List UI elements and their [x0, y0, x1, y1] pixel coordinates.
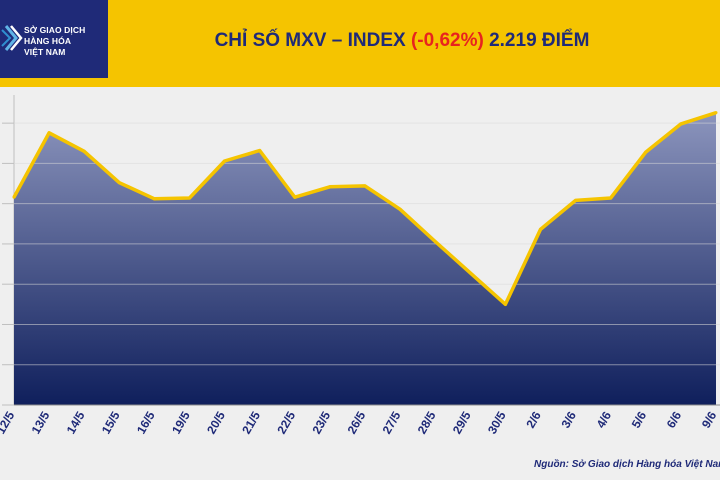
data-point-3-6: [574, 198, 578, 202]
data-point-5-6: [644, 150, 648, 154]
x-tick-label: 13/5: [29, 409, 53, 437]
x-tick-label: 4/6: [594, 409, 615, 431]
x-tick-label: 29/5: [450, 409, 474, 437]
x-tick-label: 3/6: [558, 409, 579, 431]
data-point-4-6: [609, 196, 613, 200]
data-point-28-5: [433, 240, 437, 244]
x-tick-label: 14/5: [64, 409, 88, 437]
title-main: CHỈ SỐ MXV – INDEX: [214, 30, 411, 51]
x-tick-label: 6/6: [664, 409, 685, 431]
x-tick-label: 21/5: [239, 409, 263, 437]
data-point-14-5: [82, 149, 86, 153]
x-tick-label: 23/5: [309, 409, 333, 437]
title-change-percent: (-0,62%): [410, 30, 484, 51]
data-point-29-5: [468, 271, 472, 275]
data-point-16-5: [152, 197, 156, 201]
header-banner: SỞ GIAO DỊCH HÀNG HÓA VIỆT NAM CHỈ SỐ MX…: [0, 0, 720, 87]
source-note: Nguồn: Sở Giao dịch Hàng hóa Việt Nam: [534, 459, 720, 470]
data-point-6-6: [679, 122, 683, 126]
x-tick-label: 28/5: [415, 409, 439, 437]
data-point-2-6: [539, 227, 542, 231]
x-tick-label: 27/5: [380, 409, 404, 437]
data-point-30-5: [503, 302, 507, 306]
chart-title: CHỈ SỐ MXV – INDEX (-0,62%) 2.219 ĐIỂM: [122, 30, 682, 52]
logo-text-line-2: HÀNG HÓA: [24, 36, 72, 46]
data-point-20-5: [223, 159, 227, 163]
x-tick-label: 9/6: [699, 409, 720, 431]
x-tick-label: 30/5: [485, 409, 509, 437]
logo-chevron-icon: [1, 25, 23, 51]
data-point-13-5: [47, 131, 51, 135]
x-tick-label: 19/5: [169, 409, 193, 437]
data-point-22-5: [293, 195, 297, 199]
logo-text-line-3: VIỆT NAM: [24, 47, 66, 57]
series-area: [14, 112, 716, 405]
data-point-26-5: [363, 184, 367, 188]
data-point-23-5: [328, 185, 332, 189]
x-tick-label: 12/5: [0, 409, 18, 437]
mxv-logo: SỞ GIAO DỊCH HÀNG HÓA VIỆT NAM: [0, 0, 108, 78]
data-point-15-5: [117, 181, 121, 185]
x-tick-label: 2/6: [523, 409, 544, 431]
data-point-21-5: [258, 149, 262, 153]
mxv-index-chart: 12/5 13/5 14/5 15/5 16/5 19/5 20/5 21/5 22/5 23/5…: [0, 95, 720, 437]
x-tick-label: 22/5: [274, 409, 298, 437]
data-point-19-5: [188, 196, 191, 200]
x-tick-label: 20/5: [204, 409, 228, 437]
data-point-9-6: [714, 111, 718, 115]
x-tick-label: 26/5: [345, 409, 369, 437]
x-tick-label: 15/5: [99, 409, 123, 437]
data-point-27-5: [398, 207, 402, 211]
data-point-12-5: [12, 195, 16, 199]
x-tick-label: 5/6: [629, 409, 650, 431]
logo-text-line-1: SỞ GIAO DỊCH: [24, 25, 86, 35]
title-index-value: 2.219 ĐIỂM: [483, 30, 590, 51]
x-tick-label: 16/5: [134, 409, 158, 437]
